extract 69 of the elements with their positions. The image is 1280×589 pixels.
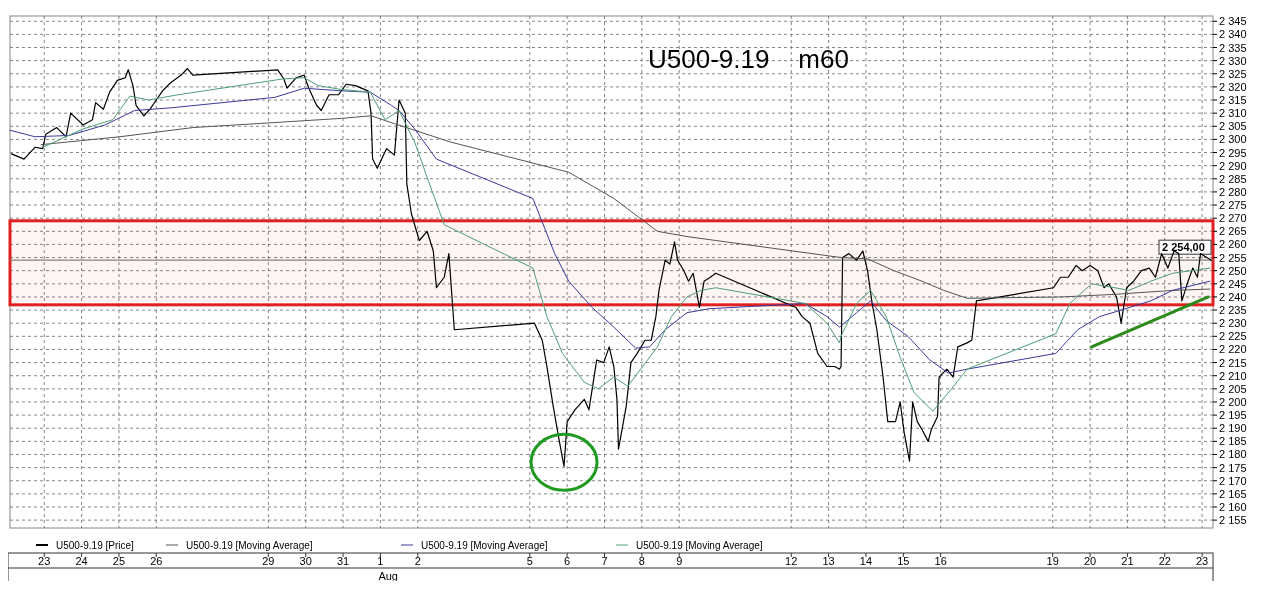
y-tick-label: 2 245 bbox=[1219, 277, 1247, 290]
y-tick-label: 2 300 bbox=[1219, 133, 1247, 146]
x-tick-label: 21 bbox=[1121, 555, 1134, 567]
y-tick-label: 2 155 bbox=[1219, 514, 1247, 527]
x-tick-label: 1 bbox=[377, 555, 384, 567]
y-tick-label: 2 200 bbox=[1219, 395, 1247, 408]
y-tick-label: 2 220 bbox=[1219, 343, 1247, 356]
y-tick-label: 2 255 bbox=[1219, 251, 1247, 264]
y-tick-label: 2 310 bbox=[1219, 107, 1247, 120]
legend-label: U500-9.19 [Moving Average] bbox=[421, 540, 548, 551]
y-tick-label: 2 280 bbox=[1219, 185, 1247, 198]
y-tick-label: 2 340 bbox=[1219, 28, 1247, 41]
y-tick-label: 2 285 bbox=[1219, 172, 1247, 185]
x-tick-label: 26 bbox=[150, 555, 163, 567]
x-tick-label: 22 bbox=[1158, 555, 1171, 567]
x-tick-label: 25 bbox=[112, 555, 126, 567]
y-tick-label: 2 165 bbox=[1219, 487, 1247, 500]
y-tick-label: 2 335 bbox=[1219, 41, 1247, 54]
y-tick-label: 2 260 bbox=[1219, 238, 1247, 251]
legend-label: U500-9.19 [Moving Average] bbox=[636, 540, 763, 551]
ref-line-label: 2 254,00 bbox=[1162, 241, 1205, 254]
y-tick-label: 2 180 bbox=[1219, 448, 1247, 461]
y-tick-label: 2 290 bbox=[1219, 159, 1247, 172]
y-tick-label: 2 295 bbox=[1219, 146, 1247, 159]
x-tick-label: 14 bbox=[859, 555, 873, 567]
y-tick-label: 2 195 bbox=[1219, 409, 1247, 422]
x-tick-label: 7 bbox=[601, 555, 608, 567]
x-tick-label: 16 bbox=[934, 555, 947, 567]
x-tick-label: 23 bbox=[38, 555, 51, 567]
y-tick-label: 2 270 bbox=[1219, 212, 1247, 225]
y-tick-label: 2 160 bbox=[1219, 500, 1247, 513]
y-tick-label: 2 225 bbox=[1219, 330, 1247, 343]
x-tick-label: 20 bbox=[1083, 555, 1097, 567]
x-tick-label: 15 bbox=[897, 555, 910, 567]
x-tick-label: 29 bbox=[262, 555, 275, 567]
y-tick-label: 2 230 bbox=[1219, 317, 1247, 330]
y-tick-label: 2 190 bbox=[1219, 422, 1247, 435]
y-tick-label: 2 320 bbox=[1219, 80, 1247, 93]
y-tick-label: 2 215 bbox=[1219, 356, 1247, 369]
y-tick-label: 2 325 bbox=[1219, 67, 1247, 80]
x-tick-label: 30 bbox=[299, 555, 312, 567]
y-tick-label: 2 240 bbox=[1219, 290, 1247, 303]
x-tick-label: 5 bbox=[526, 555, 533, 567]
x-tick-label: 9 bbox=[676, 555, 683, 567]
x-tick-label: 31 bbox=[336, 555, 350, 567]
y-tick-label: 2 235 bbox=[1219, 304, 1247, 317]
y-tick-label: 2 175 bbox=[1219, 461, 1247, 474]
legend-label: U500-9.19 [Price] bbox=[56, 540, 135, 551]
x-tick-label: 6 bbox=[564, 555, 571, 567]
y-tick-label: 2 330 bbox=[1219, 54, 1247, 67]
legend-label: U500-9.19 [Moving Average] bbox=[186, 540, 313, 551]
x-tick-label: 19 bbox=[1046, 555, 1059, 567]
y-tick-label: 2 315 bbox=[1219, 94, 1247, 107]
y-tick-label: 2 305 bbox=[1219, 120, 1247, 133]
y-tick-label: 2 345 bbox=[1219, 15, 1247, 28]
y-tick-label: 2 210 bbox=[1219, 369, 1247, 382]
x-tick-label: 12 bbox=[785, 555, 798, 567]
text: U500-9.19 m60 bbox=[648, 44, 849, 74]
y-tick-label: 2 265 bbox=[1219, 225, 1247, 238]
x-tick-label: 2 bbox=[414, 555, 421, 567]
x-tick-label: 8 bbox=[638, 555, 645, 567]
y-tick-label: 2 185 bbox=[1219, 435, 1247, 448]
x-tick-label: 13 bbox=[822, 555, 835, 567]
x-tick-label: 24 bbox=[75, 555, 88, 567]
y-tick-label: 2 250 bbox=[1219, 264, 1247, 277]
x-tick-label: 23 bbox=[1195, 555, 1209, 567]
y-tick-label: 2 275 bbox=[1219, 199, 1247, 212]
y-tick-label: 2 170 bbox=[1219, 474, 1247, 487]
y-tick-label: 2 205 bbox=[1219, 382, 1247, 395]
